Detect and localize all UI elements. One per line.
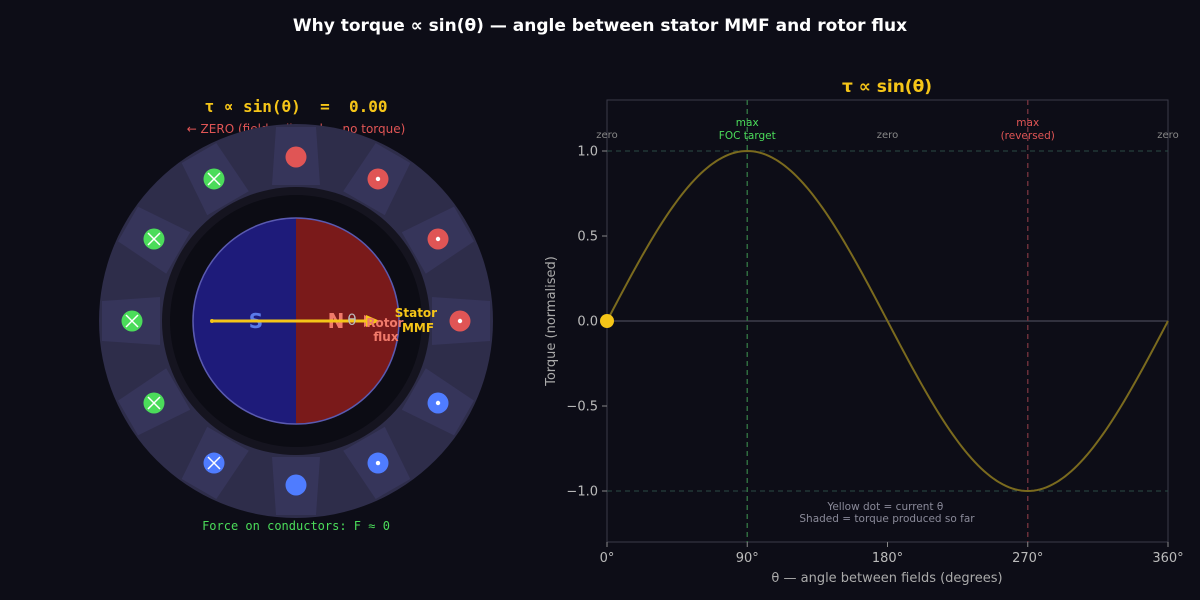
y-axis-ticks: 1.0 0.5 0.0 −0.5 −1.0 bbox=[566, 145, 607, 500]
y-tick-label: 1.0 bbox=[577, 145, 598, 160]
current-in-cross bbox=[207, 172, 221, 186]
x-tick-label: 0° bbox=[600, 551, 615, 566]
vertical-line-label: max bbox=[736, 117, 759, 129]
force-readout: Force on conductors: F ≈ 0 bbox=[202, 519, 390, 533]
current-out-dot bbox=[375, 460, 381, 466]
sine-line bbox=[606, 149, 1169, 493]
x-tick-label: 90° bbox=[736, 551, 759, 566]
current-out-dot bbox=[375, 176, 381, 182]
conductor bbox=[285, 146, 307, 168]
chart-note: Yellow dot = current θ Shaded = torque p… bbox=[799, 501, 975, 525]
vertical-line-label: (reversed) bbox=[1001, 130, 1055, 142]
zero-label: zero bbox=[1157, 130, 1178, 141]
conductor bbox=[367, 168, 389, 190]
x-axis-label: θ — angle between fields (degrees) bbox=[771, 571, 1002, 586]
torque-readout: τ ∝ sin(θ) = 0.00 bbox=[204, 97, 387, 116]
rotor-outline bbox=[192, 217, 400, 425]
current-in-cross bbox=[207, 456, 221, 470]
conductor bbox=[285, 474, 307, 496]
conductor bbox=[427, 228, 449, 250]
current-in-cross bbox=[147, 396, 161, 410]
field-arrows bbox=[210, 315, 380, 327]
conductor bbox=[367, 452, 389, 474]
vertical-line-label: max bbox=[1016, 117, 1039, 129]
zero-label: zero bbox=[877, 130, 898, 141]
x-axis-ticks: 0° 90° 180° 270° 360° bbox=[600, 542, 1184, 566]
current-out-dot bbox=[435, 400, 441, 406]
theta-label: θ bbox=[347, 311, 356, 329]
chart-title: τ ∝ sin(θ) bbox=[842, 77, 932, 97]
conductors bbox=[121, 146, 471, 496]
vertical-line-label: FOC target bbox=[719, 130, 776, 142]
conductor-circle bbox=[285, 146, 307, 168]
current-out-dot bbox=[457, 318, 463, 324]
y-axis-label: Torque (normalised) bbox=[544, 256, 559, 387]
page-title: Why torque ∝ sin(θ) — angle between stat… bbox=[292, 16, 908, 36]
x-tick-label: 180° bbox=[872, 551, 903, 566]
zero-labels: zero zero zero bbox=[596, 130, 1178, 141]
current-point bbox=[600, 314, 614, 328]
current-theta-dot bbox=[600, 314, 614, 328]
conductor bbox=[449, 310, 471, 332]
x-tick-label: 270° bbox=[1012, 551, 1043, 566]
y-tick-label: 0.5 bbox=[577, 230, 598, 245]
conductor bbox=[203, 168, 225, 190]
current-out-dot bbox=[435, 236, 441, 242]
conductor bbox=[121, 310, 143, 332]
motor-diagram: τ ∝ sin(θ) = 0.00 ← ZERO (fields aligned… bbox=[99, 97, 493, 533]
conductor bbox=[143, 392, 165, 414]
y-tick-label: 0.0 bbox=[577, 315, 598, 330]
stator-mmf-arrowhead bbox=[366, 315, 380, 327]
conductor bbox=[203, 452, 225, 474]
x-tick-label: 360° bbox=[1152, 551, 1183, 566]
conductor bbox=[143, 228, 165, 250]
conductor bbox=[427, 392, 449, 414]
rotor-flux-label: Rotor flux bbox=[366, 316, 408, 344]
conductor-circle bbox=[285, 474, 307, 496]
arrow-origin bbox=[210, 319, 214, 323]
y-tick-label: −0.5 bbox=[566, 400, 598, 415]
current-in-cross bbox=[147, 232, 161, 246]
y-tick-label: −1.0 bbox=[566, 485, 598, 500]
zero-label: zero bbox=[596, 130, 617, 141]
sine-curve bbox=[606, 149, 1169, 493]
stator-mmf-label: Stator MMF bbox=[395, 306, 442, 335]
current-in-cross bbox=[125, 314, 139, 328]
